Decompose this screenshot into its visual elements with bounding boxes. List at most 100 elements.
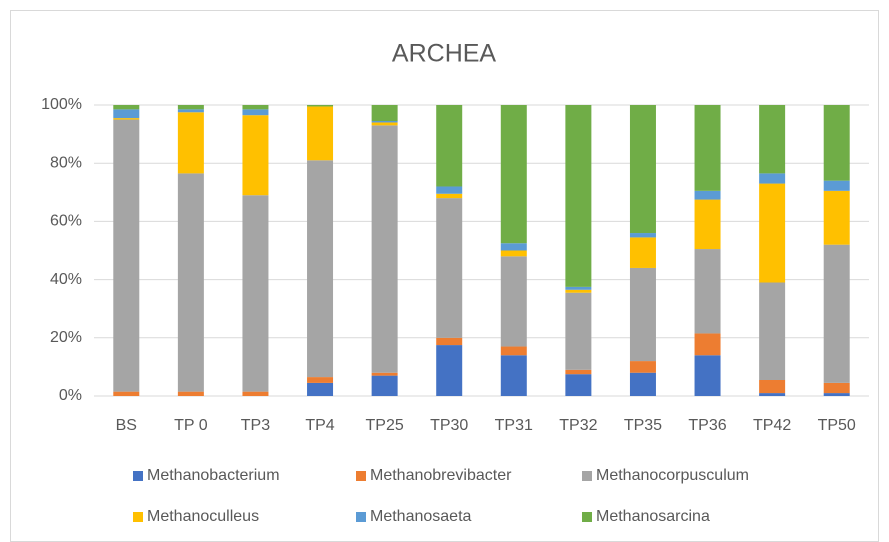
bar-segment bbox=[565, 292, 592, 370]
legend-label: Methanocorpusculum bbox=[596, 467, 749, 484]
bar-segment bbox=[629, 372, 656, 396]
bar-segment bbox=[629, 233, 656, 238]
x-tick-label: TP4 bbox=[305, 417, 334, 434]
x-tick-label: BS bbox=[116, 417, 137, 434]
x-tick-label: TP32 bbox=[559, 417, 597, 434]
legend-label: Methanobrevibacter bbox=[370, 467, 512, 484]
legend-label: Methanoculleus bbox=[147, 508, 259, 525]
x-tick-label: TP35 bbox=[624, 417, 662, 434]
bar-segment bbox=[242, 391, 269, 396]
bar-segment bbox=[823, 244, 850, 383]
legend-swatch bbox=[356, 512, 366, 522]
x-tick-label: TP36 bbox=[688, 417, 726, 434]
bar-segment bbox=[113, 109, 140, 119]
bar-segment bbox=[759, 105, 786, 174]
bar-segment bbox=[242, 115, 269, 196]
bar-segment bbox=[500, 355, 527, 396]
bar-segment bbox=[629, 105, 656, 234]
legend-swatch bbox=[582, 512, 592, 522]
x-tick-label: TP50 bbox=[818, 417, 856, 434]
legend-swatch bbox=[582, 471, 592, 481]
bar-segment bbox=[113, 119, 140, 392]
bar-segment bbox=[242, 109, 269, 116]
legend-swatch bbox=[356, 471, 366, 481]
bar-segment bbox=[759, 183, 786, 283]
legend-swatch bbox=[133, 471, 143, 481]
bar-segment bbox=[629, 267, 656, 362]
bar-segment bbox=[371, 105, 398, 122]
bar-segment bbox=[500, 250, 527, 257]
bar-segment bbox=[113, 105, 140, 110]
bar-segment bbox=[371, 125, 398, 373]
bar-segment bbox=[500, 105, 527, 244]
bar-segment bbox=[565, 374, 592, 396]
bar-segment bbox=[823, 190, 850, 245]
bar-segment bbox=[436, 105, 463, 187]
bar-segment bbox=[113, 118, 140, 120]
legend-swatch bbox=[133, 512, 143, 522]
bar-segment bbox=[242, 195, 269, 392]
y-tick-label: 100% bbox=[41, 96, 82, 113]
bar-segment bbox=[694, 199, 721, 250]
bar-segment bbox=[565, 369, 592, 375]
y-tick-label: 20% bbox=[50, 329, 82, 346]
bar-segment bbox=[371, 372, 398, 376]
bar-segment bbox=[307, 105, 334, 107]
x-tick-label: TP31 bbox=[495, 417, 533, 434]
bar-segment bbox=[436, 193, 463, 199]
bar-segment bbox=[759, 173, 786, 184]
bar-segment bbox=[565, 289, 592, 293]
bar-segment bbox=[629, 361, 656, 373]
bar-segment bbox=[694, 105, 721, 191]
x-tick-label: TP25 bbox=[366, 417, 404, 434]
bar-segment bbox=[694, 190, 721, 200]
bar-segment bbox=[500, 256, 527, 347]
bar-segment bbox=[436, 345, 463, 396]
legend-label: Methanosarcina bbox=[596, 508, 710, 525]
y-tick-label: 60% bbox=[50, 213, 82, 230]
bar-segment bbox=[177, 105, 204, 110]
bar-segment bbox=[371, 122, 398, 126]
bar-segment bbox=[500, 243, 527, 251]
bar-segment bbox=[629, 237, 656, 268]
bar-segment bbox=[371, 375, 398, 396]
bar-segment bbox=[694, 355, 721, 396]
y-tick-label: 80% bbox=[50, 154, 82, 171]
y-tick-label: 40% bbox=[50, 271, 82, 288]
y-tick-label: 0% bbox=[59, 387, 82, 404]
bar-segment bbox=[823, 105, 850, 181]
bar-segment bbox=[177, 109, 204, 113]
bar-segment bbox=[759, 282, 786, 380]
bar-segment bbox=[823, 180, 850, 191]
bar-segment bbox=[436, 337, 463, 346]
bar-segment bbox=[436, 198, 463, 338]
legend-label: Methanobacterium bbox=[147, 467, 280, 484]
bar-segment bbox=[694, 333, 721, 356]
bar-segment bbox=[565, 286, 592, 290]
bar-segment bbox=[694, 249, 721, 334]
bar-segment bbox=[500, 346, 527, 356]
bar-segment bbox=[307, 160, 334, 378]
bar-segment bbox=[371, 121, 398, 123]
bar-segment bbox=[307, 382, 334, 396]
bar-segment bbox=[823, 382, 850, 394]
bar-segment bbox=[177, 173, 204, 392]
bar-segment bbox=[307, 106, 334, 161]
bar-segment bbox=[113, 391, 140, 396]
bar-segment bbox=[565, 105, 592, 287]
bar-segment bbox=[436, 186, 463, 194]
bar-segment bbox=[759, 393, 786, 396]
bar-segment bbox=[759, 379, 786, 394]
bar-segment bbox=[823, 393, 850, 396]
x-tick-label: TP42 bbox=[753, 417, 791, 434]
x-tick-label: TP30 bbox=[430, 417, 468, 434]
bar-segment bbox=[177, 391, 204, 396]
bar-segment bbox=[177, 112, 204, 174]
chart-title: ARCHEA bbox=[392, 40, 497, 68]
bar-segment bbox=[307, 377, 334, 383]
bar-segment bbox=[242, 105, 269, 110]
x-tick-label: TP 0 bbox=[174, 417, 208, 434]
legend-label: Methanosaeta bbox=[370, 508, 472, 525]
x-tick-label: TP3 bbox=[241, 417, 270, 434]
